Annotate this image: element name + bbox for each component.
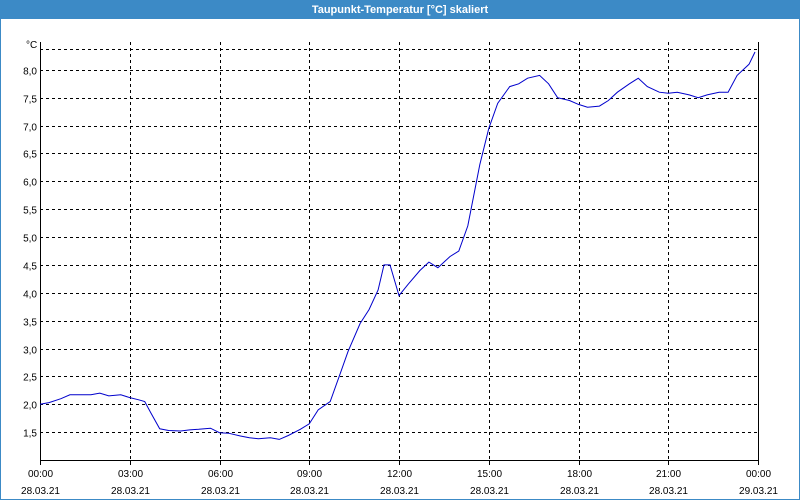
y-tick-label: 4,5	[23, 262, 37, 273]
x-axis-ticks: 00:00 28.03.21 03:00 28.03.21 06:00 28.03.21 0…	[21, 460, 778, 497]
x-tick-time-label: 18:00	[567, 469, 592, 480]
chart-title: Taupunkt-Temperatur [°C] skaliert	[1, 1, 799, 19]
y-tick-label: 7,0	[23, 123, 37, 134]
y-tick-label: 3,0	[23, 346, 37, 357]
series-line	[39, 51, 756, 440]
y-tick-label: 4,0	[23, 290, 37, 301]
x-tick-date-label: 28.03.21	[21, 486, 60, 497]
x-tick-time-label: 06:00	[208, 469, 233, 480]
y-tick-label: 7,5	[23, 95, 37, 106]
y-tick-label: 6,0	[23, 178, 37, 189]
x-tick-time-label: 00:00	[28, 469, 53, 480]
x-tick-date-label: 28.03.21	[649, 486, 688, 497]
x-tick-time-label: 15:00	[477, 469, 502, 480]
y-axis-unit-label: °C	[26, 40, 37, 51]
x-tick-date-label: 29.03.21	[739, 486, 778, 497]
y-tick-label: 5,5	[23, 206, 37, 217]
x-tick-time-label: 03:00	[118, 469, 143, 480]
series-group	[39, 51, 756, 440]
x-tick-date-label: 28.03.21	[380, 486, 419, 497]
y-tick-label: 5,0	[23, 234, 37, 245]
grid-lines	[40, 42, 758, 460]
x-tick-date-label: 28.03.21	[201, 486, 240, 497]
y-tick-label: 1,5	[23, 429, 37, 440]
y-axis-ticks: 1,5 2,0 2,5 3,0 3,5 4,0 4,5 5,0 5,5 6,0 6,5 7,0 7,5 8…	[23, 67, 37, 440]
x-tick-date-label: 28.03.21	[470, 486, 509, 497]
y-tick-label: 2,0	[23, 401, 37, 412]
y-tick-label: 6,5	[23, 150, 37, 161]
y-tick-label: 3,5	[23, 318, 37, 329]
y-tick-label: 2,5	[23, 373, 37, 384]
x-tick-time-label: 21:00	[656, 469, 681, 480]
x-tick-time-label: 00:00	[746, 469, 771, 480]
x-tick-date-label: 28.03.21	[111, 486, 150, 497]
x-tick-time-label: 12:00	[387, 469, 412, 480]
x-tick-date-label: 28.03.21	[290, 486, 329, 497]
y-tick-label: 8,0	[23, 67, 37, 78]
x-tick-date-label: 28.03.21	[560, 486, 599, 497]
x-tick-time-label: 09:00	[297, 469, 322, 480]
